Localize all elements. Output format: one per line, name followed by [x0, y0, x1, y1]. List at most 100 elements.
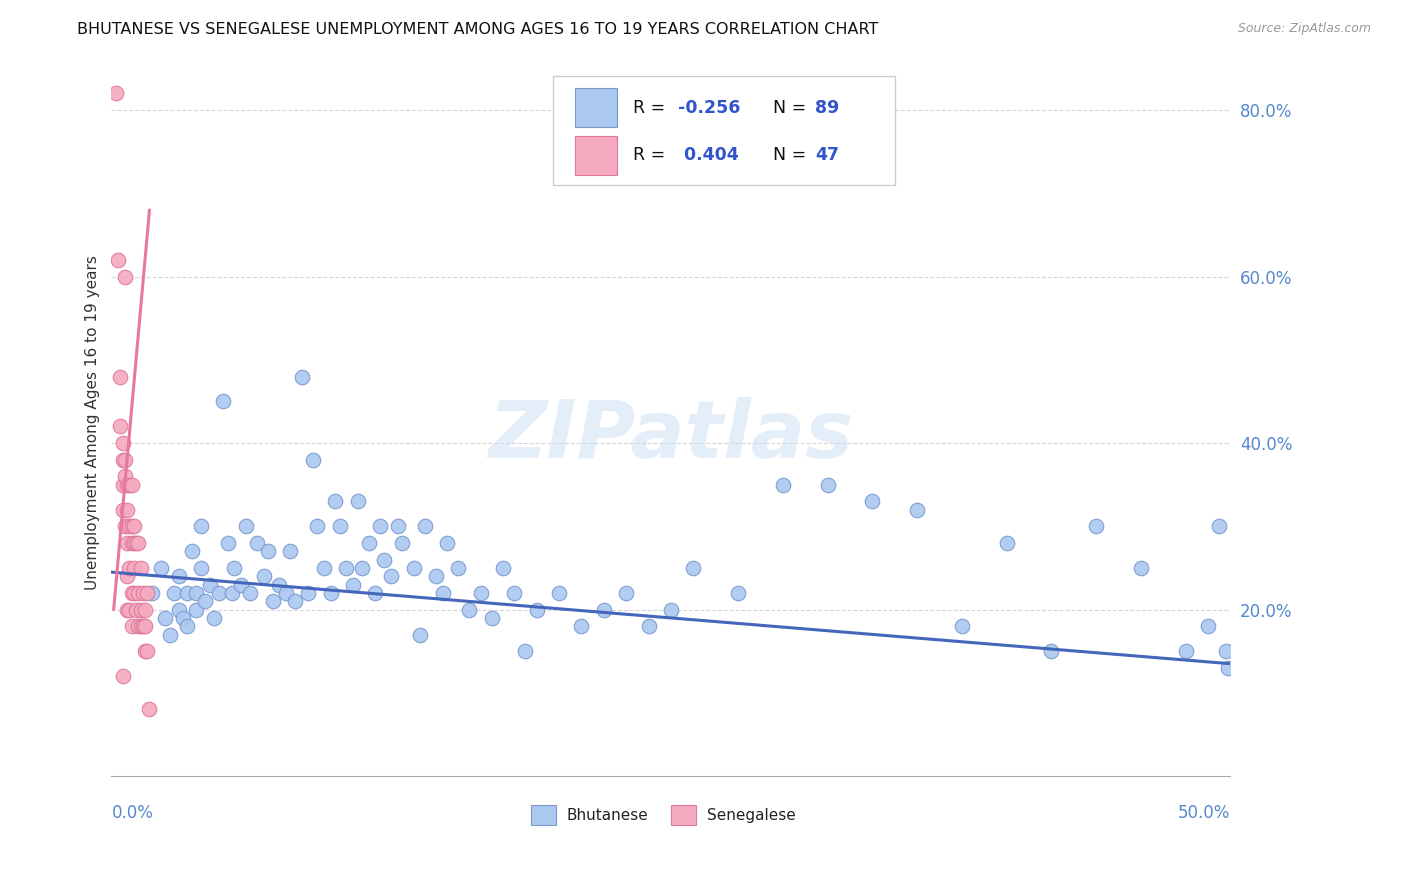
Point: [659, 602, 682, 616]
Point: [127, 536, 149, 550]
Point: [118, 561, 141, 575]
Text: 50.0%: 50.0%: [1178, 805, 1230, 822]
Point: [269, 577, 291, 591]
Point: [110, 369, 132, 384]
Point: [132, 586, 155, 600]
Point: [262, 594, 284, 608]
Point: [114, 269, 136, 284]
Point: [526, 602, 548, 616]
Point: [1085, 519, 1108, 533]
Text: Senegalese: Senegalese: [707, 807, 796, 822]
Point: [111, 452, 134, 467]
Point: [153, 611, 176, 625]
Point: [335, 561, 357, 575]
Point: [159, 627, 181, 641]
Text: R =: R =: [633, 99, 671, 117]
Text: -0.256: -0.256: [678, 99, 740, 117]
Point: [118, 519, 141, 533]
Bar: [575, 136, 617, 175]
Point: [402, 561, 425, 575]
Point: [319, 586, 342, 600]
Point: [307, 519, 329, 533]
Point: [274, 586, 297, 600]
Text: BHUTANESE VS SENEGALESE UNEMPLOYMENT AMONG AGES 16 TO 19 YEARS CORRELATION CHART: BHUTANESE VS SENEGALESE UNEMPLOYMENT AMO…: [77, 22, 879, 37]
Point: [190, 561, 212, 575]
Point: [235, 519, 257, 533]
Point: [252, 569, 274, 583]
Point: [122, 561, 145, 575]
Point: [121, 586, 143, 600]
Bar: [671, 805, 696, 825]
Point: [246, 536, 269, 550]
Point: [111, 436, 134, 450]
Text: N =: N =: [773, 99, 811, 117]
Point: [127, 586, 149, 600]
Point: [905, 502, 928, 516]
Point: [280, 544, 302, 558]
Point: [569, 619, 592, 633]
Point: [1197, 619, 1219, 633]
Point: [297, 586, 319, 600]
Point: [129, 602, 152, 616]
Point: [373, 552, 395, 566]
Point: [323, 494, 346, 508]
Bar: [531, 805, 555, 825]
Point: [104, 87, 127, 101]
Point: [436, 536, 458, 550]
Text: 0.404: 0.404: [678, 146, 738, 164]
Point: [284, 594, 307, 608]
Point: [492, 561, 515, 575]
Point: [111, 502, 134, 516]
Point: [118, 477, 141, 491]
Point: [380, 569, 402, 583]
Point: [115, 569, 138, 583]
Point: [134, 602, 156, 616]
Point: [127, 619, 149, 633]
Point: [186, 586, 208, 600]
Point: [208, 586, 231, 600]
Point: [114, 452, 136, 467]
Point: [167, 569, 190, 583]
Point: [122, 586, 145, 600]
Point: [614, 586, 637, 600]
Point: [592, 602, 614, 616]
Point: [387, 519, 409, 533]
Point: [121, 536, 143, 550]
Point: [368, 519, 391, 533]
Point: [772, 477, 794, 491]
Point: [257, 544, 280, 558]
Point: [114, 519, 136, 533]
Point: [136, 644, 159, 658]
Text: N =: N =: [773, 146, 811, 164]
Point: [329, 519, 352, 533]
Point: [503, 586, 526, 600]
Point: [409, 627, 432, 641]
Point: [198, 577, 221, 591]
Point: [860, 494, 883, 508]
Point: [190, 519, 212, 533]
FancyBboxPatch shape: [554, 76, 894, 186]
Point: [115, 502, 138, 516]
Point: [352, 561, 374, 575]
Point: [122, 536, 145, 550]
Point: [346, 494, 368, 508]
Point: [138, 702, 160, 716]
Point: [186, 602, 208, 616]
Point: [194, 594, 217, 608]
Point: [342, 577, 364, 591]
Point: [132, 619, 155, 633]
Point: [301, 452, 323, 467]
Point: [141, 586, 163, 600]
Point: [950, 619, 973, 633]
Point: [1129, 561, 1152, 575]
Point: [413, 519, 436, 533]
Point: [163, 586, 186, 600]
Point: [391, 536, 413, 550]
Point: [425, 569, 447, 583]
Point: [515, 644, 537, 658]
Point: [115, 477, 138, 491]
Point: [212, 394, 235, 409]
Point: [167, 602, 190, 616]
Point: [122, 519, 145, 533]
Point: [470, 586, 492, 600]
